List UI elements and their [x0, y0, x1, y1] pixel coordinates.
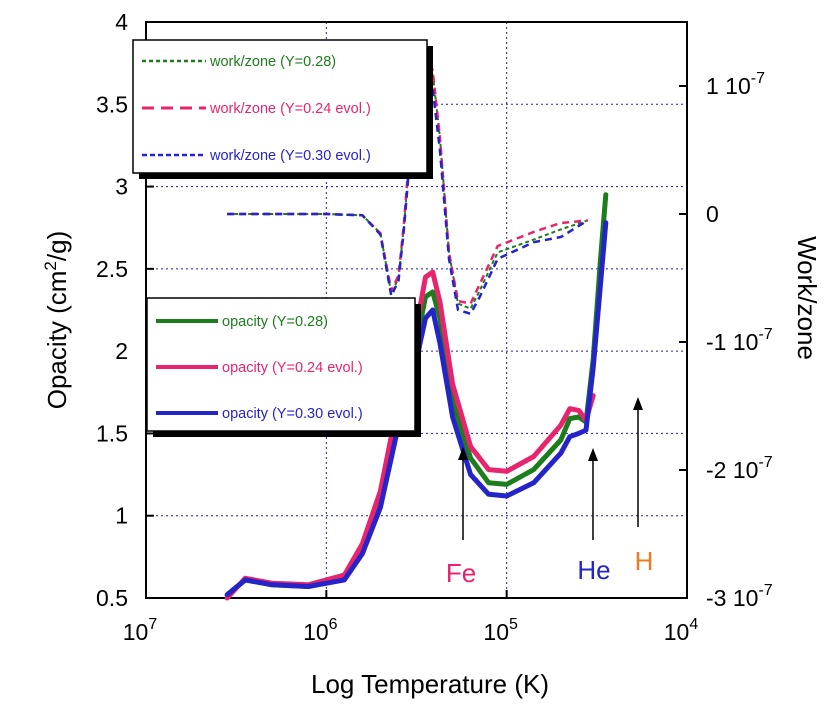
legend-label-opacity-024: opacity (Y=0.24 evol.) [222, 360, 363, 376]
annotations: Fe He H [446, 397, 654, 588]
y-left-tick-label: 0.5 [96, 585, 128, 611]
plot-frame [145, 21, 688, 599]
y-axis-right-label: Work/zone [792, 236, 822, 360]
y-right-tick-label: -1 10-7 [706, 326, 773, 355]
legend-work: work/zone (Y=0.28) work/zone (Y=0.24 evo… [132, 39, 433, 179]
x-axis-label: Log Temperature (K) [311, 669, 549, 699]
annotation-h: H [635, 546, 654, 576]
legend-label-work-028: work/zone (Y=0.28) [209, 54, 336, 70]
y-right-tick-label: -3 10-7 [706, 582, 773, 611]
y-left-tick-label: 4 [115, 9, 128, 35]
y-left-tick-label: 1 [115, 503, 128, 529]
legend-label-work-030: work/zone (Y=0.30 evol.) [209, 148, 371, 164]
legend-label-opacity-030: opacity (Y=0.30 evol.) [222, 406, 363, 422]
annotation-he: He [577, 555, 610, 585]
series-line-1 [224, 269, 596, 601]
arrow-he-head [588, 448, 598, 461]
y-left-tick-label: 3 [115, 174, 128, 200]
y-left-tick-label: 1.5 [96, 420, 128, 446]
legend-opacity: opacity (Y=0.28) opacity (Y=0.24 evol.) … [146, 297, 421, 437]
legend-label-work-024: work/zone (Y=0.24 evol.) [209, 101, 371, 117]
series-line-2 [224, 220, 609, 598]
arrow-h-head [633, 397, 643, 410]
x-tick-label: 107 [123, 616, 158, 645]
y-left-tick-label: 3.5 [96, 91, 128, 117]
y-right-tick-label: -2 10-7 [706, 454, 773, 483]
x-tick-label: 106 [303, 616, 338, 645]
x-tick-label: 105 [483, 616, 518, 645]
legend-label-opacity-028: opacity (Y=0.28) [222, 314, 328, 330]
x-tick-label: 104 [664, 616, 699, 645]
y-left-tick-label: 2 [115, 338, 128, 364]
y-left-tick-label: 2.5 [96, 256, 128, 282]
y-right-tick-label: 1 10-7 [706, 70, 765, 99]
y-axis-left-label: Opacity (cm2/g) [41, 231, 72, 410]
arrow-fe-head [458, 447, 468, 460]
y-right-tick-label: 0 [706, 201, 719, 227]
annotation-fe: Fe [446, 558, 476, 588]
ticks-layer: 107 106 105 104 0.5 1 1.5 2 2.5 3 3.5 4 1 10-7 0 -1 10… [96, 9, 773, 645]
